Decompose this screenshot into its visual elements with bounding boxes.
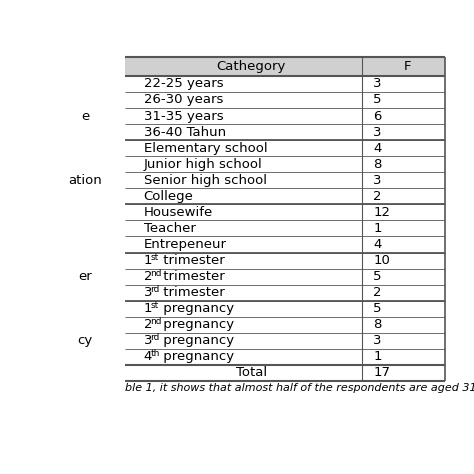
Text: 12: 12 xyxy=(374,206,390,219)
Text: Entrepeneur: Entrepeneur xyxy=(144,238,227,251)
Bar xyxy=(125,172,445,188)
Bar xyxy=(125,124,445,140)
Text: nd: nd xyxy=(150,269,162,278)
Text: rd: rd xyxy=(150,285,160,294)
Text: st: st xyxy=(150,253,159,262)
Text: e: e xyxy=(81,109,89,122)
Bar xyxy=(125,204,445,220)
Bar xyxy=(125,269,445,284)
Text: ation: ation xyxy=(68,174,102,187)
Bar xyxy=(125,253,445,269)
Text: 2: 2 xyxy=(144,318,152,331)
Text: Housewife: Housewife xyxy=(144,206,213,219)
Text: rd: rd xyxy=(150,333,160,342)
Text: pregnancy: pregnancy xyxy=(159,334,234,347)
Text: 3: 3 xyxy=(374,334,382,347)
Text: F: F xyxy=(403,60,411,73)
Bar xyxy=(125,365,445,381)
Text: 31-35 years: 31-35 years xyxy=(144,109,223,122)
Bar xyxy=(125,92,445,108)
Text: 8: 8 xyxy=(374,318,382,331)
Bar xyxy=(125,301,445,317)
Text: er: er xyxy=(78,270,92,283)
Text: Elementary school: Elementary school xyxy=(144,142,267,155)
Text: trimester: trimester xyxy=(159,254,225,267)
Bar xyxy=(125,57,445,76)
Text: ble 1, it shows that almost half of the respondents are aged 31-35 years: ble 1, it shows that almost half of the … xyxy=(125,383,474,393)
Bar xyxy=(125,317,445,333)
Text: 2: 2 xyxy=(374,190,382,203)
Text: 36-40 Tahun: 36-40 Tahun xyxy=(144,126,226,138)
Bar xyxy=(125,188,445,204)
Text: trimester: trimester xyxy=(159,286,225,299)
Text: 1: 1 xyxy=(144,302,152,315)
Text: College: College xyxy=(144,190,193,203)
Bar xyxy=(125,220,445,237)
Text: 2: 2 xyxy=(144,270,152,283)
Bar xyxy=(125,76,445,92)
Text: Cathegory: Cathegory xyxy=(217,60,286,73)
Bar xyxy=(125,237,445,253)
Text: st: st xyxy=(150,301,159,310)
Text: Teacher: Teacher xyxy=(144,222,196,235)
Text: 1: 1 xyxy=(374,350,382,364)
Bar xyxy=(125,333,445,349)
Text: 5: 5 xyxy=(374,302,382,315)
Text: nd: nd xyxy=(150,318,162,327)
Text: trimester: trimester xyxy=(159,270,225,283)
Text: 8: 8 xyxy=(374,158,382,171)
Text: th: th xyxy=(150,349,160,358)
Text: 17: 17 xyxy=(374,366,390,380)
Text: Junior high school: Junior high school xyxy=(144,158,263,171)
Text: 2: 2 xyxy=(374,286,382,299)
Bar xyxy=(125,156,445,172)
Text: pregnancy: pregnancy xyxy=(159,318,234,331)
Bar xyxy=(125,140,445,156)
Text: 22-25 years: 22-25 years xyxy=(144,77,223,91)
Text: 26-30 years: 26-30 years xyxy=(144,93,223,107)
Text: 1: 1 xyxy=(374,222,382,235)
Bar xyxy=(125,108,445,124)
Text: 4: 4 xyxy=(144,350,152,364)
Text: 4: 4 xyxy=(374,238,382,251)
Text: 10: 10 xyxy=(374,254,390,267)
Text: Total: Total xyxy=(236,366,267,380)
Text: 3: 3 xyxy=(144,286,152,299)
Text: Senior high school: Senior high school xyxy=(144,174,267,187)
Text: 1: 1 xyxy=(144,254,152,267)
Text: 5: 5 xyxy=(374,270,382,283)
Text: pregnancy: pregnancy xyxy=(159,302,234,315)
Text: 6: 6 xyxy=(374,109,382,122)
Text: 3: 3 xyxy=(374,77,382,91)
Text: 3: 3 xyxy=(374,174,382,187)
Bar xyxy=(125,284,445,301)
Bar xyxy=(125,349,445,365)
Text: 4: 4 xyxy=(374,142,382,155)
Text: pregnancy: pregnancy xyxy=(159,350,234,364)
Text: cy: cy xyxy=(77,334,92,347)
Text: 3: 3 xyxy=(374,126,382,138)
Text: 3: 3 xyxy=(144,334,152,347)
Text: 5: 5 xyxy=(374,93,382,107)
